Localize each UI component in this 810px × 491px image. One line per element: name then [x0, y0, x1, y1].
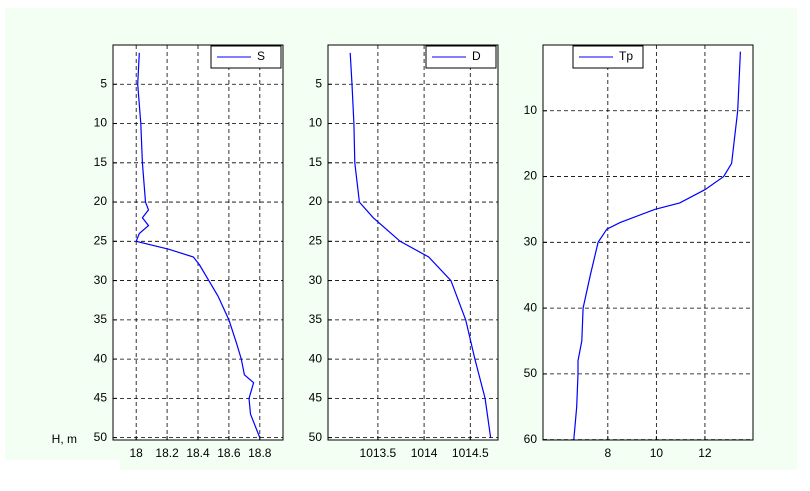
y-tick-label: 20: [94, 194, 108, 208]
y-tick-label: 20: [309, 194, 323, 208]
plot-frame: [112, 44, 284, 441]
x-tick-label: 8: [604, 446, 611, 460]
y-tick-label: 45: [309, 391, 323, 405]
plot-area: [328, 45, 498, 440]
y-tick-label: 30: [309, 273, 323, 287]
x-tick-label: 18.8: [248, 446, 272, 460]
plot-frame: [327, 44, 499, 441]
y-tick-label: 40: [94, 351, 108, 365]
x-tick-label: 1014: [411, 446, 438, 460]
data-line: [135, 52, 261, 438]
y-tick-label: 35: [309, 312, 323, 326]
data-line: [349, 52, 492, 438]
plot-frame: [542, 44, 754, 441]
x-tick-label: 10: [650, 446, 664, 460]
y-tick-label: 15: [309, 155, 323, 169]
y-tick-label: 20: [524, 169, 538, 183]
y-tick-label: 60: [524, 432, 538, 446]
data-line: [573, 51, 741, 440]
x-tick-label: 1013.5: [360, 446, 397, 460]
x-tick-label: 18.6: [217, 446, 241, 460]
y-tick-label: 5: [100, 76, 107, 90]
legend-label: D: [472, 49, 481, 63]
y-tick-label: 30: [524, 235, 538, 249]
x-tick-label: 12: [698, 446, 712, 460]
x-tick-label: 18.4: [186, 446, 210, 460]
y-tick-label: 40: [524, 300, 538, 314]
y-tick-label: 10: [524, 103, 538, 117]
x-tick-label: 1014.5: [452, 446, 489, 460]
y-tick-label: 15: [94, 155, 108, 169]
legend-label: Tp: [619, 49, 633, 63]
y-tick-label: 10: [94, 116, 108, 130]
y-tick-label: 5: [315, 76, 322, 90]
y-tick-label: 40: [309, 351, 323, 365]
legend-label: S: [257, 49, 265, 63]
y-axis-label: H, m: [52, 432, 77, 446]
y-tick-label: 10: [309, 116, 323, 130]
y-tick-label: 25: [309, 233, 323, 247]
x-tick-label: 18: [130, 446, 144, 460]
y-tick-label: 30: [94, 273, 108, 287]
y-tick-label: 35: [94, 312, 108, 326]
y-tick-label: 45: [94, 391, 108, 405]
y-tick-label: 50: [309, 430, 323, 444]
y-tick-label: 50: [94, 430, 108, 444]
corner-strip: [0, 460, 120, 486]
y-tick-label: 50: [524, 366, 538, 380]
y-tick-label: 25: [94, 233, 108, 247]
x-tick-label: 18.2: [155, 446, 179, 460]
